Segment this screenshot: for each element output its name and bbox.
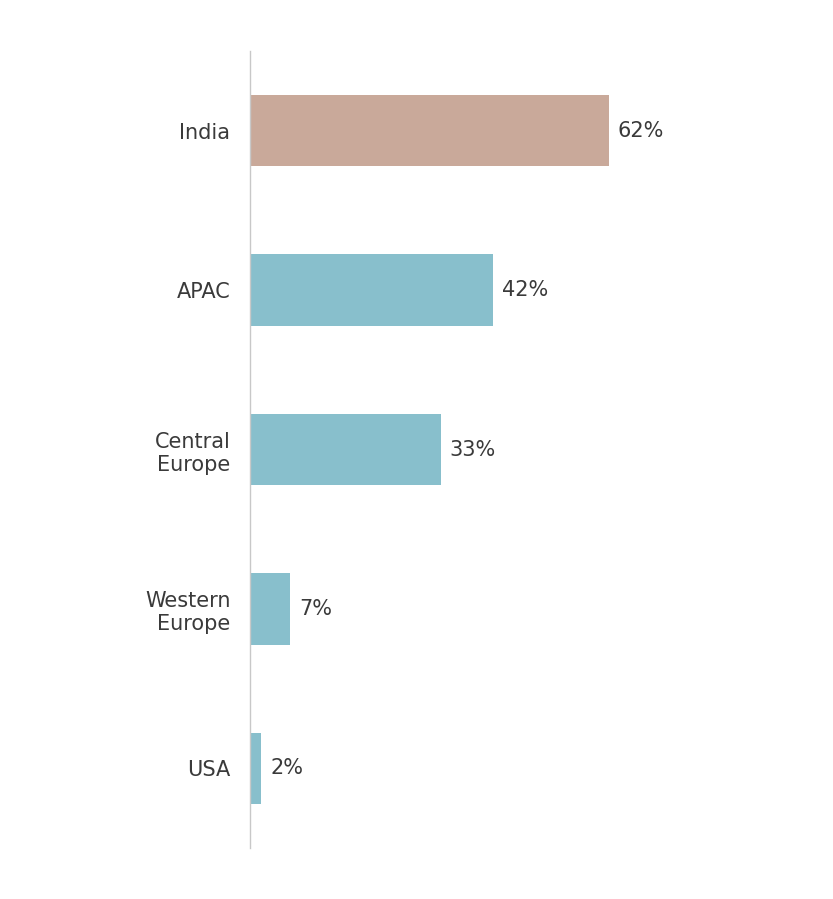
Text: 62%: 62% (617, 120, 664, 140)
Text: 2%: 2% (270, 759, 303, 779)
Bar (250, 733, 262, 805)
Text: 42%: 42% (501, 280, 548, 300)
Text: 7%: 7% (299, 599, 332, 619)
Bar (250, 414, 441, 485)
Bar (250, 254, 493, 326)
Bar (250, 573, 291, 645)
Text: 33%: 33% (450, 440, 496, 459)
Bar (250, 94, 609, 166)
